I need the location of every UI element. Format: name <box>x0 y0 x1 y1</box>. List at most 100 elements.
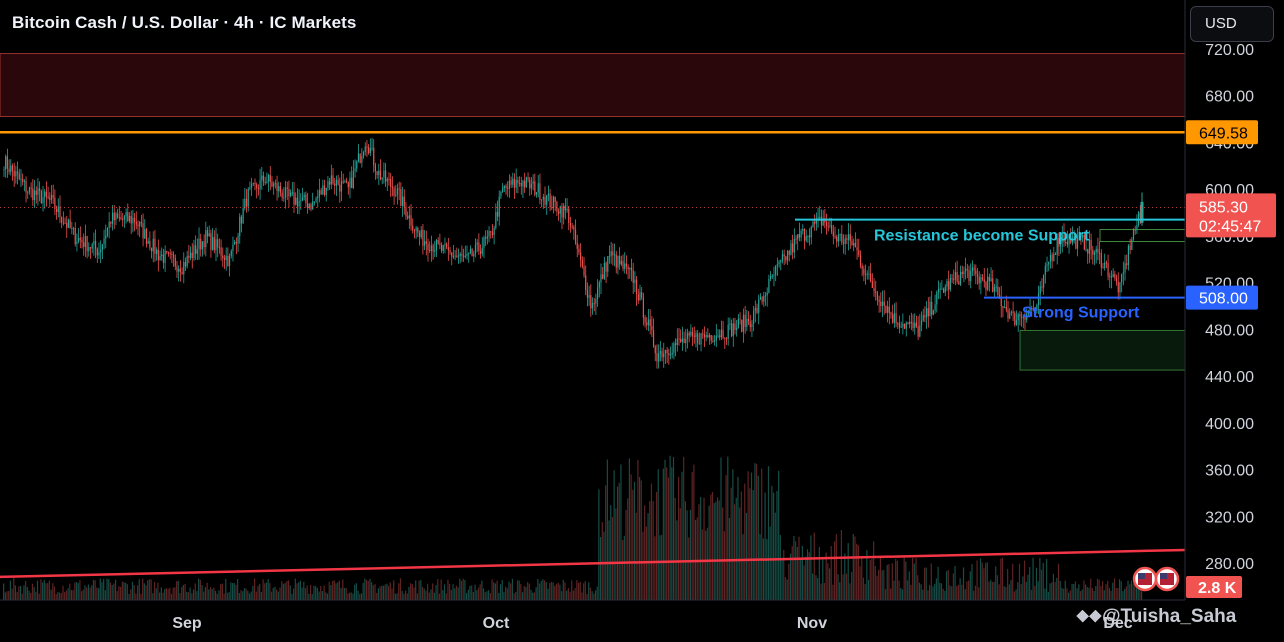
volume-bar <box>874 566 876 600</box>
chart-title: Bitcoin Cash / U.S. Dollar · 4h · IC Mar… <box>12 13 357 32</box>
candle <box>269 175 271 182</box>
volume-bar <box>455 585 458 600</box>
volume-bar <box>1078 584 1080 600</box>
volume-bar <box>891 563 893 600</box>
candle <box>381 177 383 180</box>
currency-button[interactable]: USD <box>1190 6 1274 42</box>
volume-bar <box>917 575 919 600</box>
volume-bar <box>1137 588 1139 600</box>
volume-bar <box>82 589 84 600</box>
candle <box>615 254 617 268</box>
candle <box>239 216 241 237</box>
candle <box>866 273 868 275</box>
volume-bar <box>386 583 388 600</box>
candle <box>856 247 858 251</box>
volume-bar <box>586 593 588 600</box>
volume-bar <box>410 583 412 600</box>
candle <box>288 188 290 197</box>
candle <box>76 241 78 245</box>
candle <box>927 308 929 317</box>
volume-bar <box>908 571 910 600</box>
volume-bar <box>866 550 868 600</box>
volume-bar <box>81 591 83 600</box>
volume-bar <box>272 587 274 600</box>
candle <box>142 223 144 239</box>
candle <box>561 206 563 218</box>
candle <box>1127 245 1130 265</box>
volume-bar <box>203 591 205 600</box>
candle <box>625 263 628 267</box>
candle <box>133 217 136 222</box>
volume-bar <box>798 536 800 600</box>
volume-bar <box>896 560 898 600</box>
volume-bar <box>630 474 632 600</box>
candle <box>683 338 685 344</box>
volume-bar <box>479 584 481 600</box>
candle <box>1048 261 1050 265</box>
volume-bar <box>223 593 225 600</box>
candle <box>564 205 566 211</box>
candle <box>483 237 485 248</box>
candle <box>447 247 449 251</box>
volume-bar <box>703 497 705 600</box>
volume-bar <box>856 543 858 600</box>
volume-bar <box>174 587 176 600</box>
volume-bar <box>1039 557 1041 600</box>
volume-bar <box>876 575 878 600</box>
volume-bar <box>466 593 468 600</box>
candle <box>975 270 977 275</box>
price-label-bg <box>1186 285 1258 310</box>
volume-bar <box>1034 585 1036 600</box>
candle <box>1131 239 1133 250</box>
y-tick-label: 720.00 <box>1205 42 1254 59</box>
volume-bar <box>988 581 990 600</box>
candle <box>915 322 918 327</box>
volume-bar <box>527 582 529 600</box>
volume-bar <box>828 568 831 600</box>
candle <box>929 301 931 317</box>
candle <box>968 269 970 282</box>
candle <box>705 335 707 338</box>
candle <box>970 271 972 282</box>
volume-bar <box>640 480 642 600</box>
volume-bar <box>652 501 654 600</box>
volume-bar <box>199 579 201 600</box>
volume-bar <box>1029 567 1031 600</box>
volume-bar <box>895 558 897 600</box>
candle <box>741 319 743 332</box>
candle <box>444 244 446 246</box>
volume-bar <box>460 580 463 600</box>
volume-bar <box>791 546 793 600</box>
volume-bar <box>235 584 237 600</box>
candle <box>848 234 850 240</box>
candle <box>624 263 626 270</box>
candle <box>128 215 131 222</box>
candle <box>110 222 112 224</box>
volume-bar <box>535 587 537 600</box>
volume-bar <box>1025 581 1027 600</box>
volume-bar <box>883 569 885 600</box>
candle <box>303 194 305 198</box>
volume-bar <box>861 558 863 600</box>
candle <box>1100 253 1102 268</box>
candle <box>573 226 575 230</box>
candle <box>93 240 95 245</box>
volume-bar <box>499 584 502 600</box>
volume-bar <box>951 586 953 600</box>
candle <box>150 247 153 252</box>
volume-bar <box>918 582 921 600</box>
candle <box>987 276 989 290</box>
candle <box>707 335 709 338</box>
volume-bar <box>834 541 836 600</box>
volume-bar <box>99 578 101 600</box>
candle <box>600 274 602 283</box>
candle <box>1066 241 1068 245</box>
candle <box>227 255 229 266</box>
volume-bar <box>136 585 139 600</box>
candle <box>105 235 107 239</box>
candle <box>120 217 122 220</box>
candle <box>1104 262 1106 268</box>
candle <box>981 277 984 280</box>
candle <box>391 186 393 189</box>
